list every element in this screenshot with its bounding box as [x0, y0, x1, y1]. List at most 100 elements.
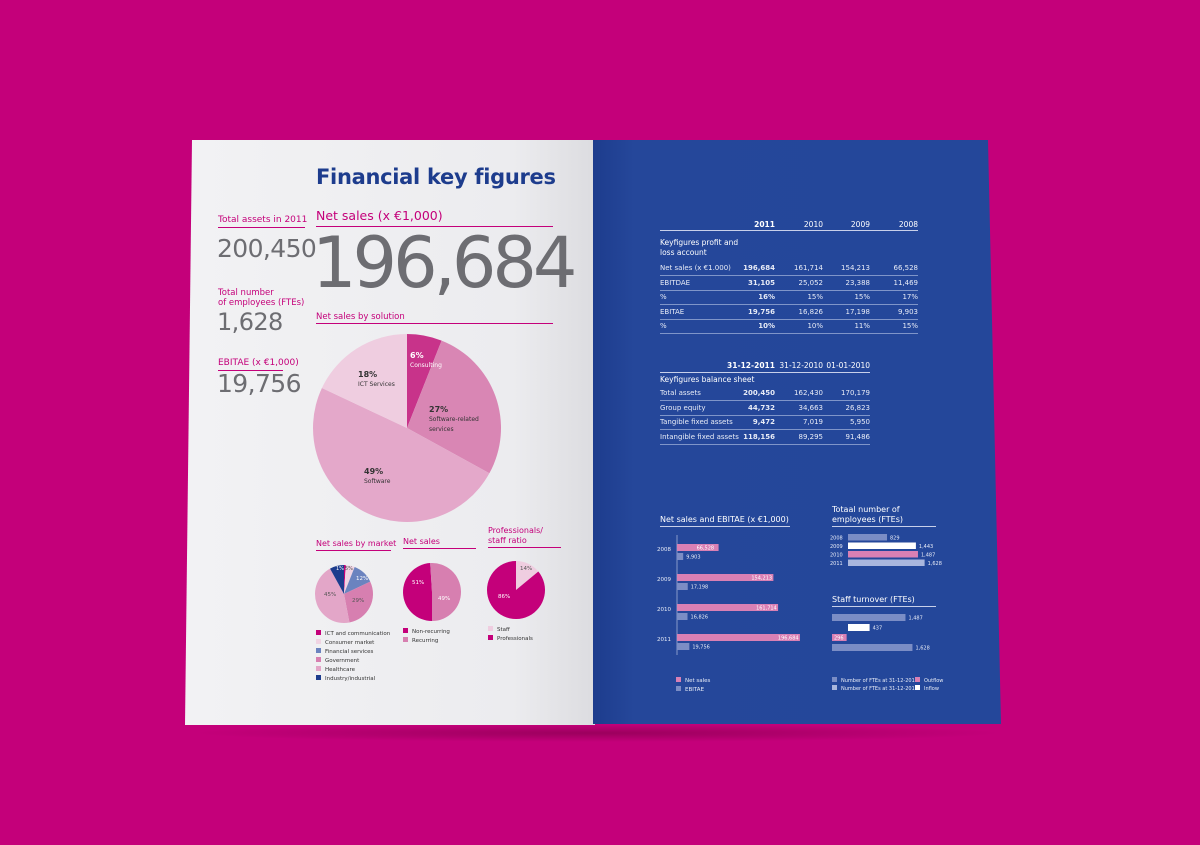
- row-value: 154,213: [841, 264, 870, 272]
- legend-item: Consumer market: [316, 639, 390, 648]
- pl-year: 2010: [803, 220, 823, 229]
- bar: [677, 643, 690, 650]
- row-value: 23,388: [845, 278, 871, 287]
- total-assets-value: 200,450: [217, 234, 317, 263]
- bar-value-label: 1,628: [915, 646, 929, 652]
- ratio-rule: [488, 547, 561, 548]
- netsales-legend: Non-recurring Recurring: [403, 628, 450, 646]
- employees-value: 1,628: [217, 308, 283, 336]
- bar-value-label: 437: [873, 626, 883, 632]
- bar: [848, 551, 918, 558]
- slice-label-consulting: 6% Consulting: [410, 351, 442, 369]
- bar-chart-title: Net sales and EBITAE (x €1,000): [660, 515, 789, 524]
- row-value: 196,684: [743, 264, 775, 272]
- bar-sales-legend: Net sales EBITAE: [676, 677, 710, 695]
- row-value: 162,430: [794, 389, 823, 397]
- pie-slice: [312, 387, 490, 523]
- row-label: %: [660, 293, 667, 301]
- page-title: Financial key figures: [316, 165, 556, 189]
- netsales-heading: Net sales: [403, 537, 440, 546]
- legend-item: Recurring: [403, 637, 450, 646]
- bar-value-label: 1,443: [919, 544, 933, 550]
- bar-value-label: 17,198: [691, 585, 709, 591]
- market-pie-chart: [315, 565, 373, 623]
- legend-item: Number of FTEs at 31-12-2011: [832, 685, 918, 693]
- slice-label-ict: 18% ICT Services: [358, 370, 395, 388]
- ratio-pie-chart: [487, 561, 545, 619]
- category-label: 2011: [830, 561, 843, 567]
- pie-slice: [516, 561, 539, 590]
- bar: [677, 574, 774, 581]
- legend-item: Inflow: [915, 685, 943, 693]
- row-value: 91,486: [845, 432, 871, 441]
- slice-label-software: 49% Software: [364, 467, 391, 485]
- row-value: 15%: [807, 293, 823, 301]
- bar-value-label: 161,714: [756, 606, 777, 612]
- ratio-legend: Staff Professionals: [488, 626, 533, 644]
- bar-value-label: 154,213: [751, 576, 772, 582]
- row-value: 31,105: [747, 278, 775, 287]
- bs-date: 31-12-2011: [727, 361, 775, 370]
- pie-slice: [344, 567, 371, 594]
- turnover-legend-2: Outflow Inflow: [915, 677, 943, 693]
- pie-slice: [407, 340, 501, 474]
- category-label: 2008: [830, 536, 843, 542]
- bar: [677, 613, 688, 620]
- bar: [848, 559, 925, 566]
- row-value: 7,019: [802, 418, 823, 426]
- market-heading: Net sales by market: [316, 539, 397, 548]
- row-value: 118,156: [743, 432, 775, 441]
- pl-year: 2009: [850, 220, 870, 229]
- netsales-pie-chart: [403, 563, 461, 621]
- netsales-rule: [403, 548, 476, 549]
- pl-header-row: 2011 2010 2009 2008: [660, 216, 918, 231]
- row-value: 26,823: [845, 403, 871, 412]
- pie-slice: [315, 568, 350, 623]
- market-label-5: 5%: [345, 566, 353, 572]
- ratio-heading: Professionals/ staff ratio: [488, 526, 543, 546]
- row-label: Group equity: [660, 403, 706, 412]
- legend-item: Healthcare: [316, 666, 390, 675]
- bar: [677, 604, 779, 611]
- bar-value-label: 296: [834, 636, 844, 642]
- pie-slice: [321, 334, 407, 428]
- pie-slice: [330, 565, 344, 594]
- row-value: 11%: [854, 322, 870, 330]
- row-value: 9,472: [752, 418, 775, 426]
- table-row: Group equity 44,732 34,663 26,823: [660, 401, 870, 416]
- row-value: 170,179: [841, 389, 870, 397]
- bs-date: 31-12-2010: [779, 361, 823, 370]
- total-assets-label: Total assets in 2011: [218, 215, 308, 225]
- right-page: [593, 140, 1001, 724]
- pl-heading-line-1: Keyfigures profit and: [660, 238, 739, 247]
- bar: [677, 544, 719, 551]
- row-value: 161,714: [794, 264, 823, 272]
- ratio-label-14: 14%: [520, 566, 533, 572]
- pie-slice: [430, 563, 461, 621]
- solution-rule: [316, 323, 553, 324]
- legend-item: Financial services: [316, 648, 390, 657]
- category-label: 2008: [657, 547, 671, 553]
- bar: [677, 583, 688, 590]
- bs-date: 01-01-2010: [826, 361, 870, 370]
- legend-item: Outflow: [915, 677, 943, 685]
- legend-item: Industry/industrial: [316, 675, 390, 684]
- turnover-legend: Number of FTEs at 31-12-2010 Number of F…: [832, 677, 918, 693]
- category-label: 2009: [657, 577, 671, 583]
- turnover-chart-rule: [832, 606, 936, 607]
- ebitae-rule: [218, 370, 283, 371]
- bar: [848, 542, 916, 549]
- row-value: 15%: [854, 293, 870, 301]
- bs-heading: Keyfigures balance sheet: [660, 375, 755, 384]
- row-label: Intangible fixed assets: [660, 432, 739, 441]
- pl-year: 2011: [754, 220, 775, 229]
- solution-pie-chart: [312, 334, 501, 523]
- bar: [848, 534, 888, 541]
- ebitae-label: EBITAE (x €1,000): [218, 358, 299, 368]
- pie-slice: [487, 561, 545, 619]
- table-row: Total assets 200,450 162,430 170,179: [660, 386, 870, 401]
- bar: [832, 634, 847, 641]
- pie-slice: [403, 563, 432, 621]
- table-row: % 16% 15% 15% 17%: [660, 290, 918, 305]
- ebitae-value: 19,756: [217, 369, 301, 398]
